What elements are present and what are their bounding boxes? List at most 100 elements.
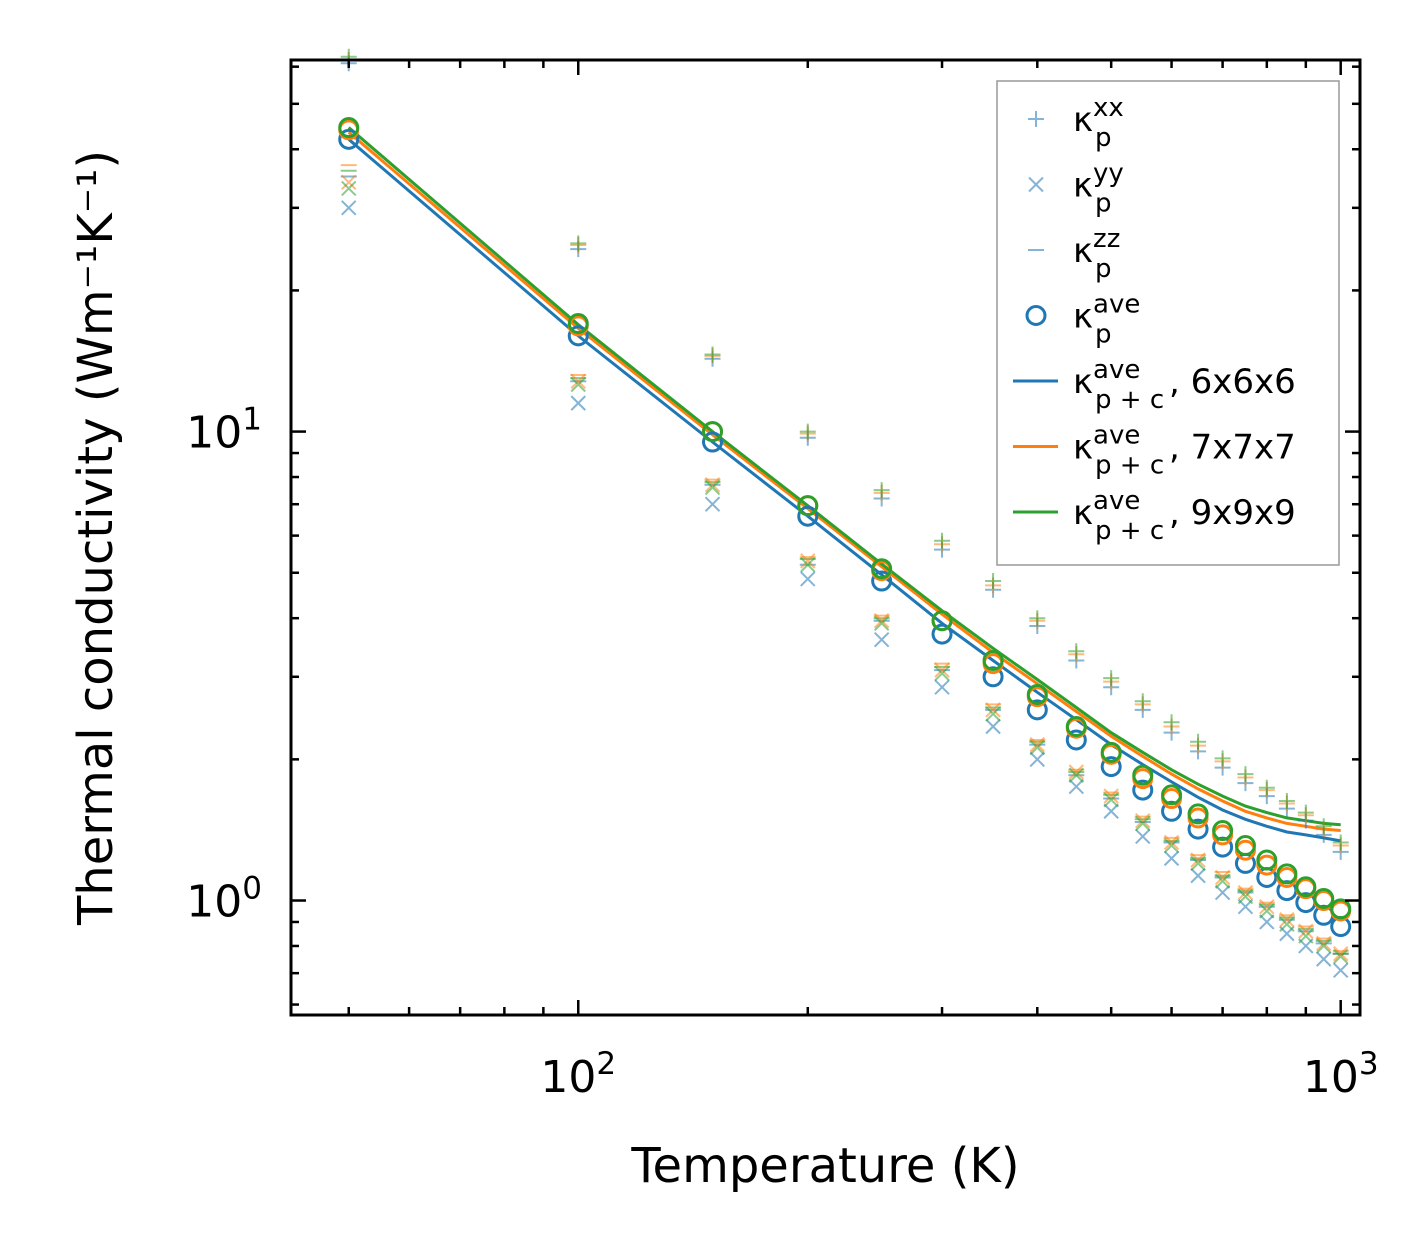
data-point [1190, 852, 1206, 868]
data-point [1333, 962, 1349, 978]
x-tick-label: 102 [540, 1046, 616, 1103]
data-point [1068, 767, 1085, 783]
data-point [1276, 863, 1298, 885]
series-line [347, 138, 1341, 843]
legend-marker [1028, 176, 1044, 193]
data-point [1187, 803, 1209, 825]
data-point [1135, 815, 1151, 832]
data-point [1068, 643, 1085, 660]
data-point [1212, 820, 1234, 842]
data-point [1065, 716, 1087, 738]
data-point [1029, 736, 1046, 753]
data-point [1313, 887, 1335, 909]
data-point [341, 180, 357, 197]
data-point [797, 495, 819, 517]
data-point [704, 496, 721, 512]
data-point [570, 373, 586, 390]
data-point [985, 706, 1001, 722]
data-point [1259, 914, 1275, 930]
data-point [931, 623, 953, 645]
data-point [1298, 923, 1314, 939]
data-point [704, 346, 721, 363]
data-point [1330, 898, 1352, 920]
data-point [985, 702, 1001, 718]
data-point [567, 325, 589, 347]
y-tick-label: 101 [186, 402, 262, 459]
data-point [570, 376, 586, 393]
data-point [1190, 855, 1206, 872]
data-point [1161, 800, 1183, 822]
data-point [1214, 884, 1231, 901]
data-point [1316, 938, 1332, 954]
data-point [341, 174, 357, 191]
x-axis-label: Temperature (K) [630, 1138, 1019, 1194]
data-point [1214, 873, 1231, 889]
data-point [1026, 699, 1048, 721]
data-point [1134, 693, 1151, 710]
legend-label: κave p + c, 7x7x7 [1073, 421, 1296, 481]
data-point [1297, 804, 1314, 821]
legend-marker [1025, 305, 1047, 326]
data-point [1163, 834, 1180, 851]
data-point [1237, 766, 1254, 783]
legend-label: κzz p [1073, 224, 1120, 284]
data-point [1068, 778, 1085, 795]
data-point [1259, 899, 1275, 915]
legend-label: κave p + c, 9x9x9 [1073, 486, 1296, 546]
data-point [1065, 729, 1087, 751]
data-point [702, 431, 724, 453]
legend-label: κave p [1073, 290, 1140, 350]
data-point [1316, 951, 1332, 967]
data-point [1163, 837, 1180, 854]
data-point [567, 313, 589, 335]
data-point [1135, 812, 1151, 829]
data-point [338, 128, 360, 150]
data-point [1279, 916, 1295, 932]
data-point [1100, 756, 1122, 778]
data-point [985, 718, 1001, 735]
data-point [1163, 714, 1180, 731]
data-point [704, 479, 721, 496]
data-point [338, 117, 360, 139]
data-point [931, 610, 953, 632]
data-point [1332, 834, 1349, 851]
data-point [1026, 684, 1048, 706]
data-point [1316, 935, 1332, 952]
data-point [1029, 751, 1046, 768]
data-point [1237, 888, 1254, 905]
data-point [982, 649, 1004, 671]
data-point [1259, 903, 1275, 919]
legend-marker [1028, 111, 1044, 127]
data-point [1068, 764, 1085, 780]
data-point [570, 395, 586, 411]
data-point [1029, 739, 1046, 756]
data-point [702, 421, 724, 443]
data-point [873, 482, 890, 499]
data-point [985, 573, 1002, 590]
data-point [797, 505, 819, 527]
data-point [873, 631, 890, 648]
data-point [1279, 912, 1295, 928]
series-plus [340, 48, 1349, 851]
x-tick-label: 103 [1303, 1046, 1379, 1103]
data-point [1100, 741, 1122, 763]
data-point [934, 679, 950, 695]
data-point [1333, 948, 1349, 965]
data-point [1315, 818, 1332, 835]
data-point [982, 666, 1004, 688]
legend-box [996, 80, 1340, 566]
data-point [1237, 884, 1254, 901]
data-point [1103, 788, 1119, 804]
legend-label: κave p + c, 6x6x6 [1073, 355, 1296, 415]
data-point [934, 665, 950, 682]
data-point [1190, 733, 1207, 750]
series-circle [338, 128, 1352, 938]
data-point [341, 200, 357, 216]
data-point [1190, 867, 1206, 884]
data-point [1256, 849, 1278, 871]
data-point [871, 558, 893, 580]
series-cross [341, 180, 1349, 965]
data-point [934, 532, 951, 549]
data-point [704, 477, 721, 493]
